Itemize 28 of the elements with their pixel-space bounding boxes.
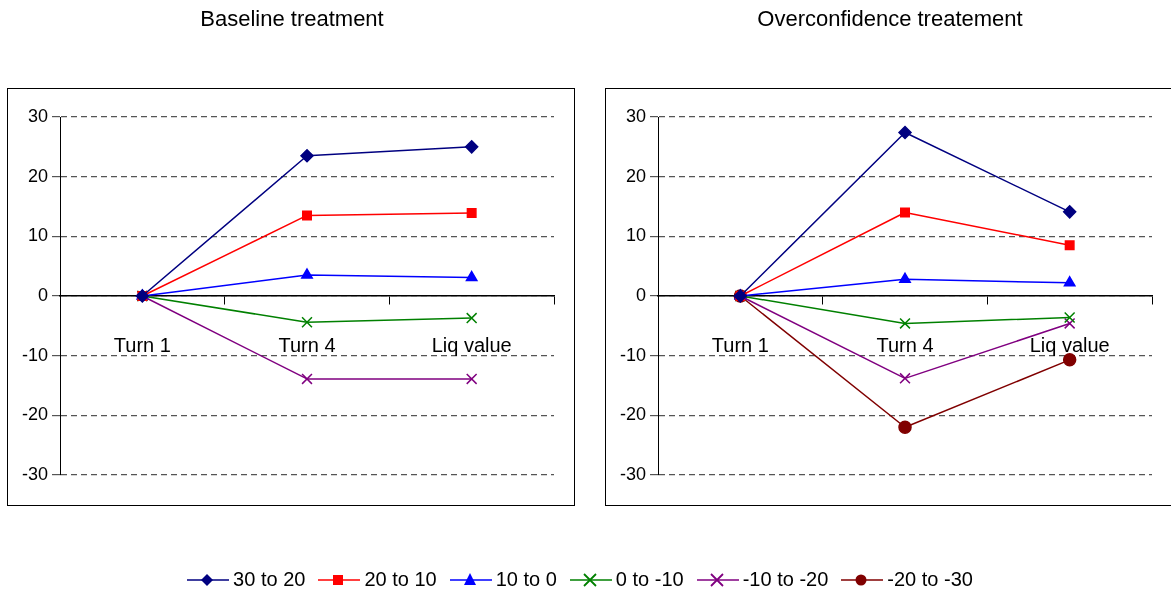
y-tick-label: 10 [625,225,647,246]
y-tick-label: -30 [620,463,647,484]
y-tick-label: -30 [22,463,49,484]
legend-label: -10 to -20 [742,568,829,591]
y-tick-label: 20 [625,165,647,186]
y-tick-label: 0 [38,284,49,305]
y-tick-label: 30 [625,105,647,126]
legend-label: 30 to 20 [233,568,306,591]
y-tick-label: -10 [22,344,49,365]
chart-title: Overconfidence treatement [756,6,1024,32]
x-tick-label: Turn 4 [278,333,336,356]
y-tick-label: 0 [636,284,647,305]
y-tick-label: 30 [27,105,49,126]
x-tick-label: Liq value [1029,333,1110,356]
chart-title: Baseline treatment [199,6,385,32]
y-tick-label: -20 [620,404,647,425]
x-tick-label: Turn 1 [113,333,171,356]
legend-label: -20 to -30 [887,568,973,591]
legend-label: 10 to 0 [495,568,557,591]
y-tick-label: 10 [27,225,49,246]
legend-label: 20 to 10 [364,568,437,591]
legend-label: 0 to -10 [615,568,684,591]
y-tick-label: -10 [620,344,647,365]
x-tick-label: Turn 1 [711,333,769,356]
x-tick-label: Liq value [431,333,512,356]
y-tick-label: 20 [27,165,49,186]
x-tick-label: Turn 4 [876,333,934,356]
y-tick-label: -20 [22,404,49,425]
